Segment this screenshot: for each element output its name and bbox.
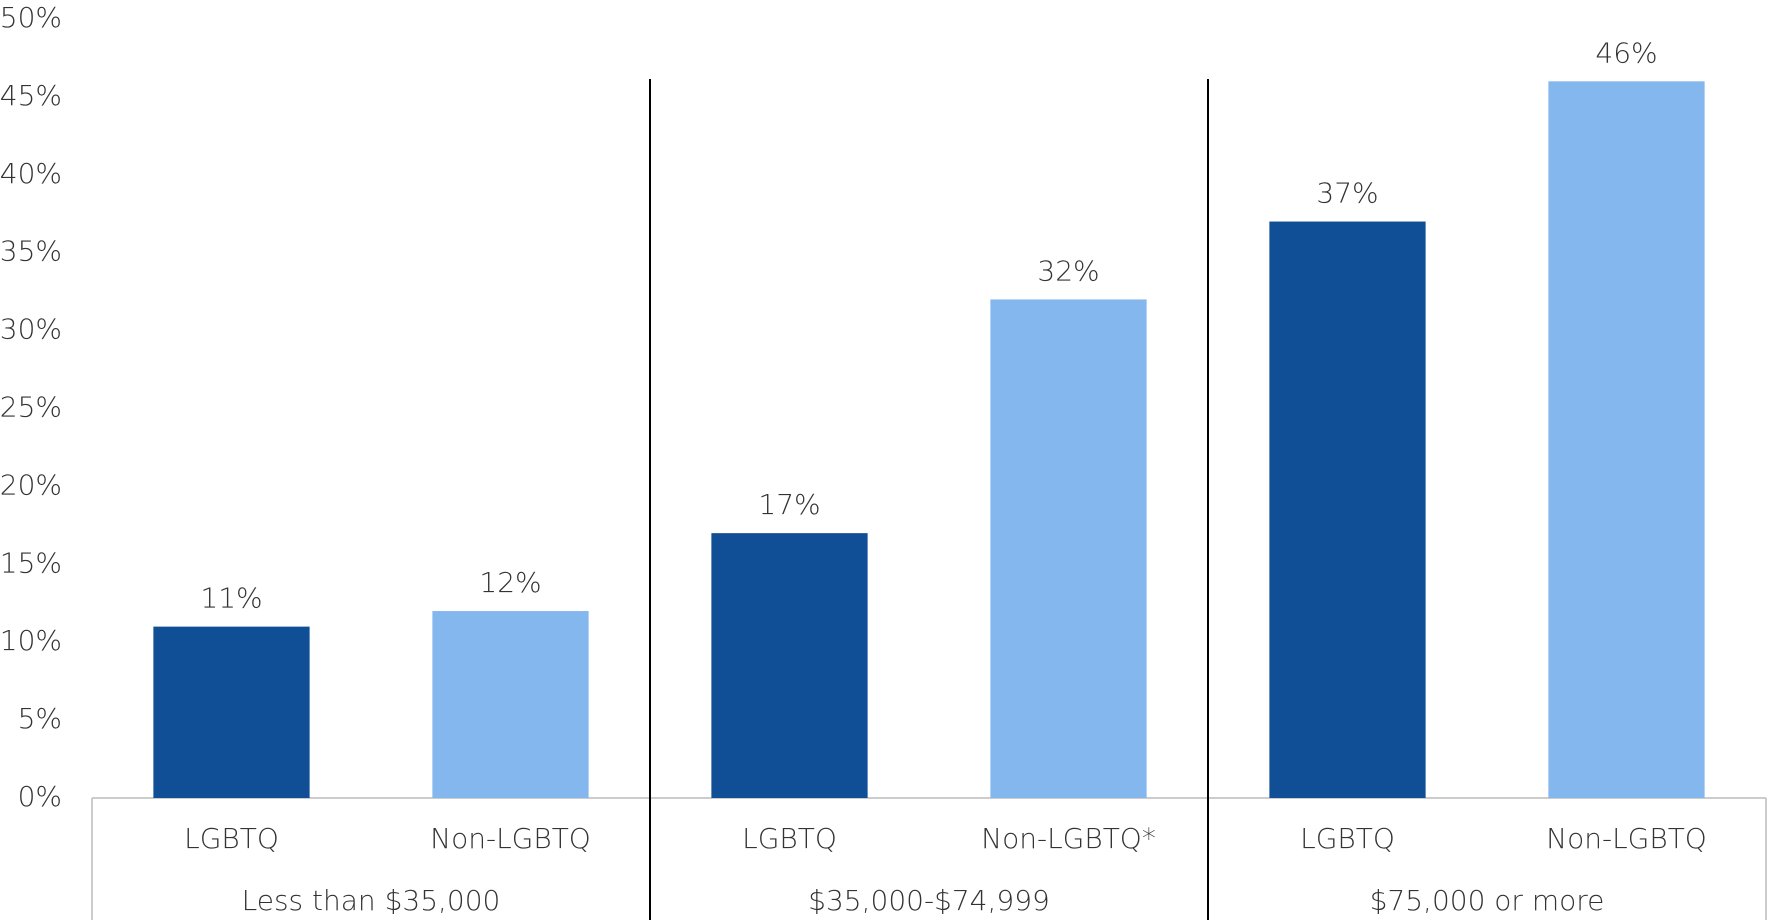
bar <box>711 533 868 798</box>
value-label: 12% <box>479 566 541 599</box>
x-tick-label: Non-LGBTQ <box>430 822 591 855</box>
x-tick-label: Non-LGBTQ <box>1546 822 1707 855</box>
y-tick-label: 5% <box>18 702 62 735</box>
bar <box>1548 81 1705 798</box>
y-tick-label: 20% <box>0 468 62 501</box>
x-tick-label: LGBTQ <box>184 822 279 855</box>
bar <box>153 626 310 798</box>
y-tick-label: 50% <box>0 1 62 34</box>
value-label: 32% <box>1037 254 1099 287</box>
bar <box>1269 221 1426 799</box>
y-tick-label: 0% <box>18 780 62 813</box>
value-label: 11% <box>200 582 262 615</box>
y-tick-label: 45% <box>0 79 62 112</box>
y-tick-label: 40% <box>0 157 62 190</box>
group-label: $75,000 or more <box>1370 884 1605 917</box>
y-tick-label: 35% <box>0 235 62 268</box>
y-tick-label: 25% <box>0 391 62 424</box>
value-label: 17% <box>758 488 820 521</box>
y-tick-label: 15% <box>0 546 62 579</box>
x-tick-label: LGBTQ <box>742 822 837 855</box>
value-label: 37% <box>1316 177 1378 210</box>
group-label: Less than $35,000 <box>242 884 501 917</box>
x-tick-label: Non-LGBTQ* <box>981 822 1156 855</box>
group-label: $35,000-$74,999 <box>808 884 1050 917</box>
x-tick-label: LGBTQ <box>1300 822 1395 855</box>
bar <box>990 299 1147 798</box>
y-tick-label: 10% <box>0 624 62 657</box>
value-label: 46% <box>1595 36 1657 69</box>
y-tick-label: 30% <box>0 313 62 346</box>
bar <box>432 611 589 798</box>
